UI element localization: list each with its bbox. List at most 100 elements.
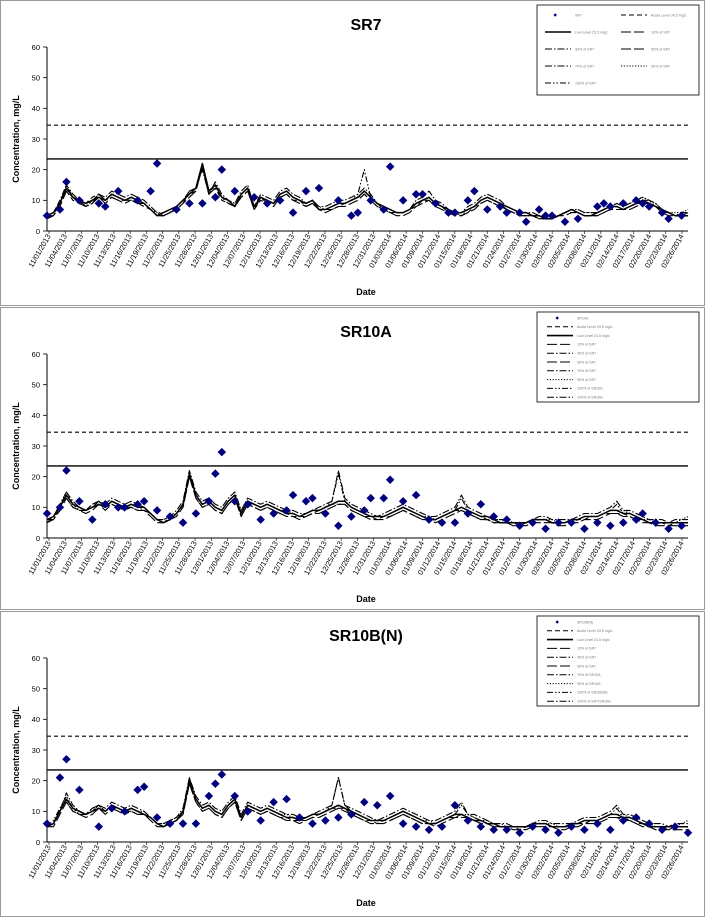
series-line-long-dash xyxy=(47,783,688,831)
observed-point xyxy=(301,496,311,506)
series-line-dash-dot-dot xyxy=(46,473,688,524)
observed-point xyxy=(418,189,427,199)
observed-point xyxy=(94,822,104,831)
observed-point xyxy=(385,475,395,484)
observed-point xyxy=(113,186,123,196)
legend: SR10A Acute Level 34.5 mg/L Low Level 23.5… xyxy=(536,311,700,403)
observed-point xyxy=(42,211,52,220)
y-tick-label: 10 xyxy=(32,196,40,205)
observed-point xyxy=(308,819,317,828)
y-tick-label: 0 xyxy=(36,838,40,847)
legend-entry-label: 100% of SR10A xyxy=(577,387,603,391)
observed-point xyxy=(502,208,511,217)
observed-point xyxy=(101,500,110,509)
y-tick-label: 60 xyxy=(32,43,40,52)
legend-entry-label: Acute Level 34.5 mg/L xyxy=(577,325,613,329)
observed-point xyxy=(385,162,395,171)
observed-point xyxy=(204,496,214,506)
x-axis-label: Date xyxy=(356,287,376,297)
observed-point xyxy=(521,217,531,227)
observed-point xyxy=(88,515,97,524)
x-axis-label: Date xyxy=(356,594,376,604)
series-line-dashed xyxy=(46,783,688,831)
observed-point xyxy=(450,800,460,810)
observed-point xyxy=(431,199,440,208)
observed-point xyxy=(347,512,356,521)
observed-point xyxy=(101,202,110,211)
legend-entry-label: SR10B(N) xyxy=(577,620,593,624)
observed-point xyxy=(256,816,265,825)
legend-entry-label: 100% of SR10B(N) xyxy=(577,691,608,695)
observed-point xyxy=(191,819,201,828)
observed-point xyxy=(243,807,252,816)
observed-point xyxy=(619,518,628,527)
legend-entry-label: 30% of SR7 xyxy=(577,656,596,660)
legend-entry-label: 90% of SR7 xyxy=(651,64,670,68)
chart-title: SR10B(N) xyxy=(329,628,403,645)
legend-entry-label: 100% of SR10A xyxy=(577,396,603,400)
y-axis-label: Concentration, mg/L xyxy=(11,402,21,490)
observed-point xyxy=(217,770,227,779)
observed-point xyxy=(489,512,499,521)
observed-point xyxy=(185,199,194,208)
observed-point xyxy=(347,810,356,819)
observed-point xyxy=(75,785,84,795)
observed-point xyxy=(398,819,408,828)
legend-entry-label: 100% of SR7 xyxy=(575,81,596,85)
y-tick-label: 40 xyxy=(32,104,40,113)
observed-point xyxy=(463,509,473,518)
observed-point xyxy=(573,214,583,223)
y-tick-label: 10 xyxy=(32,807,40,816)
observed-point xyxy=(560,217,570,227)
observed-point xyxy=(230,186,240,196)
observed-point xyxy=(198,199,207,208)
y-tick-label: 30 xyxy=(32,442,40,451)
observed-point xyxy=(275,196,285,205)
observed-point xyxy=(385,791,395,801)
observed-point xyxy=(489,825,499,834)
observed-point xyxy=(470,186,479,196)
x-axis-label: Date xyxy=(356,898,376,908)
series-line-dotted xyxy=(46,162,689,220)
observed-point xyxy=(424,825,434,834)
series-line-dash-dot-dot xyxy=(46,166,689,220)
observed-point xyxy=(580,524,589,534)
observed-point xyxy=(55,205,65,214)
legend-entry-label: Low Level 23.5 mg/L xyxy=(577,334,610,338)
legend-entry-label: Low Level 23.5 mg/L xyxy=(575,30,608,34)
observed-point xyxy=(334,196,343,205)
legend-marker xyxy=(555,620,559,624)
y-tick-label: 10 xyxy=(32,503,40,512)
observed-point xyxy=(243,500,252,509)
observed-point xyxy=(366,196,375,205)
observed-point xyxy=(295,813,304,822)
observed-point xyxy=(424,515,434,524)
legend: SR7 Acute Level 34.5 mg/L Low Level 23.5 m… xyxy=(536,4,700,96)
chart-sr10bn: SR10B(N) SR10B(N) Acute Level 34.5 mg/L Low… xyxy=(11,615,700,908)
observed-point xyxy=(463,196,473,205)
series-line-dashed xyxy=(46,166,688,220)
observed-point xyxy=(619,199,628,208)
chart-title: SR10A xyxy=(340,324,392,341)
observed-point xyxy=(113,503,123,512)
observed-point xyxy=(631,813,641,822)
y-tick-label: 40 xyxy=(32,411,40,420)
observed-point xyxy=(172,205,181,214)
chart-sr10a: SR10A SR10A Acute Level 34.5 mg/L Low Level… xyxy=(11,311,700,604)
legend-entry-label: 30% of SR7 xyxy=(575,47,594,51)
observed-point xyxy=(269,509,278,518)
observed-point xyxy=(211,193,220,202)
observed-point xyxy=(476,500,486,509)
observed-point xyxy=(42,819,52,828)
observed-point xyxy=(282,794,291,804)
observed-point xyxy=(133,785,142,795)
y-tick-label: 40 xyxy=(32,715,40,724)
y-tick-label: 50 xyxy=(32,684,40,693)
observed-point xyxy=(580,825,589,834)
y-axis-label: Concentration, mg/L xyxy=(11,706,21,794)
observed-point xyxy=(42,509,52,518)
y-tick-label: 60 xyxy=(32,350,40,359)
observed-point xyxy=(411,822,421,831)
y-tick-label: 20 xyxy=(32,776,40,785)
observed-point xyxy=(644,819,654,828)
